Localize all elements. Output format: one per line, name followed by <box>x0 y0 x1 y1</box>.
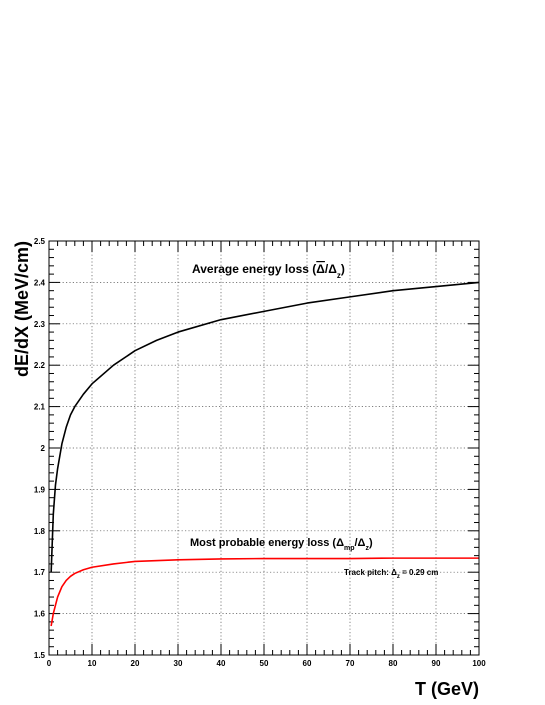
y-tick-label: 2.3 <box>34 320 46 329</box>
x-tick-label: 10 <box>88 659 97 668</box>
most-probable-loss-curve <box>50 557 479 627</box>
track-pitch-label: Track pitch: Δz = 0.29 cm <box>344 568 438 580</box>
tick-labels: 0 10 20 30 40 50 60 70 80 90 100 1.5 1.6 1.7 1.8 1.9 2 2.… <box>34 237 486 668</box>
x-tick-label: 80 <box>389 659 398 668</box>
most-probable-energy-loss-label: Most probable energy loss (Δmp/Δz) <box>190 537 373 552</box>
x-tick-label: 40 <box>217 659 226 668</box>
y-tick-label: 2.5 <box>34 237 46 246</box>
y-tick-label: 1.6 <box>34 610 46 619</box>
x-tick-label: 50 <box>260 659 269 668</box>
x-tick-label: 30 <box>174 659 183 668</box>
average-energy-loss-label: Average energy loss (Δ/Δz) <box>192 262 345 280</box>
x-tick-label: 60 <box>303 659 312 668</box>
x-tick-label: 70 <box>346 659 355 668</box>
x-tick-label: 90 <box>432 659 441 668</box>
x-tick-label: 100 <box>472 659 486 668</box>
y-tick-label: 2.1 <box>34 403 46 412</box>
y-tick-label: 2.2 <box>34 361 46 370</box>
average-loss-curve <box>50 281 480 573</box>
y-axis-title: dE/dX (MeV/cm) <box>12 241 32 377</box>
y-tick-label: 1.7 <box>34 568 46 577</box>
grid-lines <box>49 241 479 655</box>
y-tick-label: 1.9 <box>34 485 46 494</box>
x-axis-title: T (GeV) <box>415 679 479 699</box>
series-lines <box>50 281 480 627</box>
y-tick-label: 2 <box>41 444 46 453</box>
y-tick-label: 2.4 <box>34 278 46 287</box>
y-tick-label: 1.5 <box>34 651 46 660</box>
x-tick-label: 0 <box>47 659 52 668</box>
plot-frame <box>48 240 480 656</box>
y-tick-label: 1.8 <box>34 527 46 536</box>
x-tick-label: 20 <box>131 659 140 668</box>
